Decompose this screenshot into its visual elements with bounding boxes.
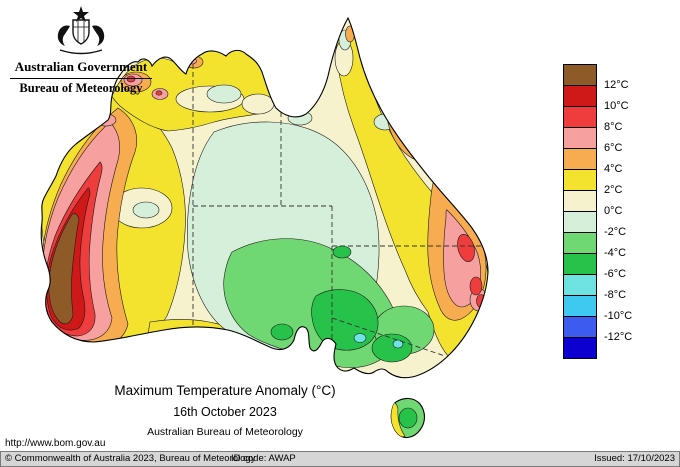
legend-swatch — [563, 127, 597, 149]
region-red-nqld — [412, 136, 418, 142]
legend-swatch — [563, 295, 597, 317]
legend-swatch — [563, 316, 597, 338]
legend-label: 2°C — [604, 184, 623, 196]
anomaly-regions — [41, 25, 488, 368]
legend-labels: 12°C 10°C 8°C 6°C 4°C 2°C 0°C -2°C -4°C -6°C -8°C -… — [604, 64, 664, 374]
region-red-seqld1 — [457, 234, 475, 262]
region-tas-dkgreen — [398, 407, 418, 429]
region-dkgreen-4 — [332, 245, 352, 259]
bom-url: http://www.bom.gov.au — [5, 438, 106, 449]
coat-of-arms-icon — [57, 6, 105, 55]
region-pink-nqld — [409, 135, 423, 145]
legend-label: 0°C — [604, 205, 623, 217]
state-borders — [192, 56, 488, 362]
legend-label: -10°C — [604, 310, 633, 322]
legend-label: -4°C — [604, 247, 627, 259]
legend-swatch — [563, 253, 597, 275]
region-red-seqld2 — [469, 276, 483, 296]
legend-label: -6°C — [604, 268, 627, 280]
region-palegreen-gulfse — [287, 110, 313, 126]
region-pink-pilbara — [95, 113, 117, 127]
legend-swatch — [563, 211, 597, 233]
legend-label: 4°C — [604, 163, 623, 175]
header: Australian Government Bureau of Meteorol… — [6, 4, 156, 96]
footer-id-code: ID code: AWAP — [231, 453, 296, 464]
footer-issued: Issued: 17/10/2023 — [594, 453, 675, 464]
state-border-nsw-vic — [331, 317, 446, 357]
australia-coastline — [40, 16, 489, 379]
map-org: Australian Bureau of Meteorology — [147, 426, 303, 438]
region-cyan-1 — [353, 333, 367, 343]
region-dkgreen-2 — [371, 333, 413, 363]
gov-title: Australian Government — [14, 59, 148, 74]
legend-label: 8°C — [604, 121, 623, 133]
legend-swatch — [563, 169, 597, 191]
header-divider — [10, 78, 152, 79]
map-title-block: Maximum Temperature Anomaly (°C) 16th Oc… — [55, 383, 395, 438]
region-palegreen-topend — [206, 84, 242, 104]
legend-swatch — [563, 106, 597, 128]
anomaly-map — [40, 16, 489, 439]
footer-bar: © Commonwealth of Australia 2023, Bureau… — [0, 451, 680, 467]
legend-label: 6°C — [604, 142, 623, 154]
region-palegreen-west-spot — [132, 201, 160, 219]
region-cream-gulf — [241, 93, 275, 115]
legend-swatch — [563, 85, 597, 107]
legend-label: 12°C — [604, 79, 629, 91]
legend-label: -12°C — [604, 331, 633, 343]
footer-copyright: © Commonwealth of Australia 2023, Bureau… — [5, 453, 256, 464]
legend-label: 10°C — [604, 100, 629, 112]
legend-swatch — [563, 274, 597, 296]
map-title: Maximum Temperature Anomaly (°C) — [114, 383, 336, 398]
legend-swatch — [563, 64, 597, 86]
legend-swatch — [563, 232, 597, 254]
region-red-kimberley1 — [126, 75, 136, 83]
map-date: 16th October 2023 — [173, 405, 277, 419]
legend-label: -2°C — [604, 226, 627, 238]
legend-label: -8°C — [604, 289, 627, 301]
legend-swatch — [563, 190, 597, 212]
legend-swatches — [563, 64, 597, 359]
region-cyan-2 — [392, 339, 404, 349]
legend: 12°C 10°C 8°C 6°C 4°C 2°C 0°C -2°C -4°C -6°C -8°C -… — [563, 64, 632, 359]
legend-swatch — [563, 148, 597, 170]
legend-swatch — [563, 337, 597, 359]
bureau-title: Bureau of Meteorology — [19, 81, 143, 95]
region-dkgreen-3 — [270, 323, 294, 341]
region-red-kimberley2 — [155, 90, 163, 96]
